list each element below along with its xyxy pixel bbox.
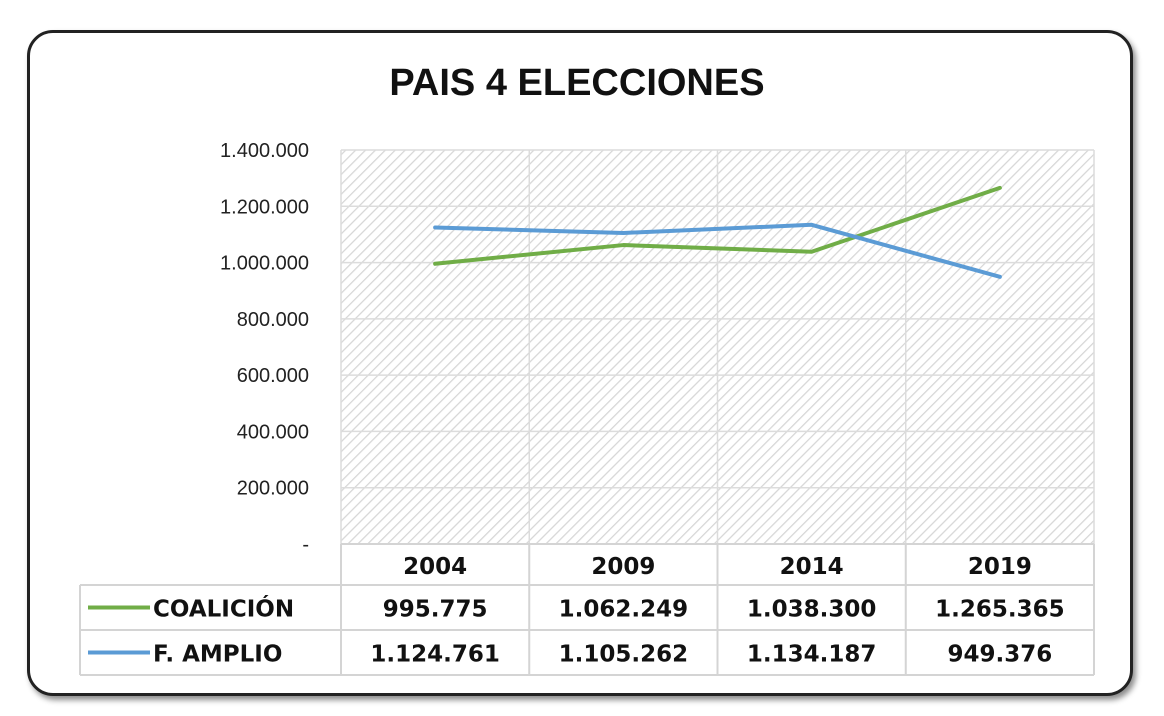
x-category-label: 2004 (403, 554, 467, 580)
data-table-value: 1.124.761 (370, 642, 500, 668)
y-tick-label: 1.400.000 (220, 140, 309, 162)
x-category-label: 2009 (591, 554, 655, 580)
data-table-value: 1.038.300 (747, 597, 877, 623)
y-tick-label: 800.000 (237, 309, 309, 331)
y-tick-label: 1.000.000 (220, 253, 309, 275)
y-tick-label: 400.000 (237, 421, 309, 443)
data-table-value: 1.062.249 (559, 597, 689, 623)
y-tick-label: 600.000 (237, 365, 309, 387)
data-table-value: 1.105.262 (559, 642, 689, 668)
y-tick-label: - (302, 534, 309, 556)
series-line-famplio (433, 222, 1002, 279)
x-category-label: 2019 (968, 554, 1032, 580)
series-line-coalicin (433, 185, 1002, 266)
legend-label: COALICIÓN (153, 595, 294, 623)
chart-title: PAIS 4 ELECCIONES (389, 62, 765, 104)
y-tick-label: 200.000 (237, 478, 309, 500)
data-table-value: 949.376 (947, 642, 1052, 668)
data-table-value: 995.775 (383, 597, 488, 623)
x-category-label: 2014 (780, 554, 844, 580)
y-tick-label: 1.200.000 (220, 196, 309, 218)
data-table-value: 1.134.187 (747, 642, 877, 668)
legend-label: F. AMPLIO (153, 642, 282, 668)
data-table-value: 1.265.365 (935, 597, 1065, 623)
